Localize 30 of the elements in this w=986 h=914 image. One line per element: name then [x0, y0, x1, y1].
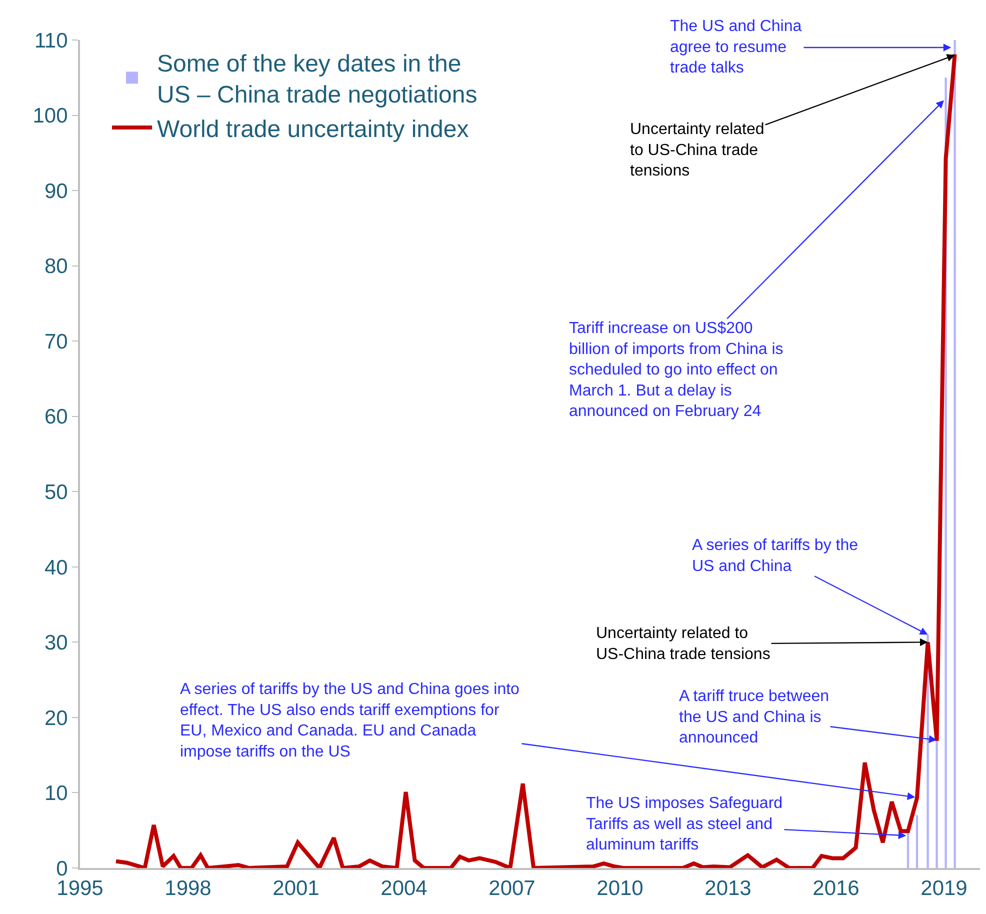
- y-tick-label: 100: [32, 104, 68, 128]
- x-tick-label: 1998: [164, 877, 212, 900]
- y-tick-label: 50: [44, 480, 68, 504]
- y-tick-label: 20: [44, 706, 68, 730]
- y-tick-label: 40: [44, 556, 68, 580]
- x-tick-label: 2010: [596, 877, 644, 900]
- annotation: A series of tariffs by the US and China goes into effect. The US also ends tariff exemptions for EU, Mexico and Canada. EU and Canada impose tariffs on the US: [180, 681, 520, 760]
- y-tick-label: 10: [44, 782, 68, 806]
- annotation: A tariff truce between the US and China is announced: [679, 688, 830, 747]
- annotation: The US imposes Safeguard Tariffs as well as steel and aluminum tariffs: [586, 795, 783, 854]
- y-tick-label: 90: [44, 180, 68, 203]
- x-tick-label: 2013: [704, 877, 752, 900]
- x-tick-label: 2019: [920, 877, 968, 900]
- legend-label: World trade uncertainty index: [157, 116, 469, 143]
- y-tick-label: 70: [44, 330, 68, 354]
- y-tick-label: 60: [44, 406, 68, 429]
- y-tick-label: 110: [34, 29, 68, 52]
- x-tick-label: 2004: [380, 877, 428, 900]
- annotation: Uncertainty related to US-China trade tensions: [630, 121, 764, 180]
- y-tick-label: 30: [44, 632, 68, 655]
- annotation: Tariff increase on US$200 billion of imports from China is scheduled to go into effect on March 1. But a delay is announced on February 24: [569, 320, 784, 420]
- x-tick-label: 2007: [488, 877, 536, 900]
- annotation: A series of tariffs by the US and China: [692, 537, 858, 575]
- x-tick-label: 2016: [812, 877, 860, 900]
- bar: [916, 815, 918, 868]
- x-tick-label: 2001: [272, 877, 320, 900]
- y-tick-label: 80: [44, 255, 68, 278]
- annotation: Uncertainty related to US-China trade tensions: [596, 625, 770, 663]
- legend-label: Some of the key dates in the US – China trade negotiations: [157, 50, 478, 109]
- annotation: The US and China agree to resume trade talks: [670, 18, 802, 77]
